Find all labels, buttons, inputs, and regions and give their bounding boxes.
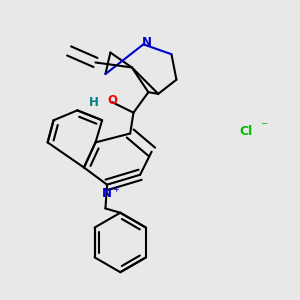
Text: Cl: Cl — [239, 125, 252, 138]
Text: N: N — [142, 36, 152, 49]
Text: O: O — [107, 94, 117, 107]
Text: $^-$: $^-$ — [259, 120, 269, 134]
Text: N$^+$: N$^+$ — [100, 186, 120, 202]
Text: H: H — [89, 96, 99, 109]
